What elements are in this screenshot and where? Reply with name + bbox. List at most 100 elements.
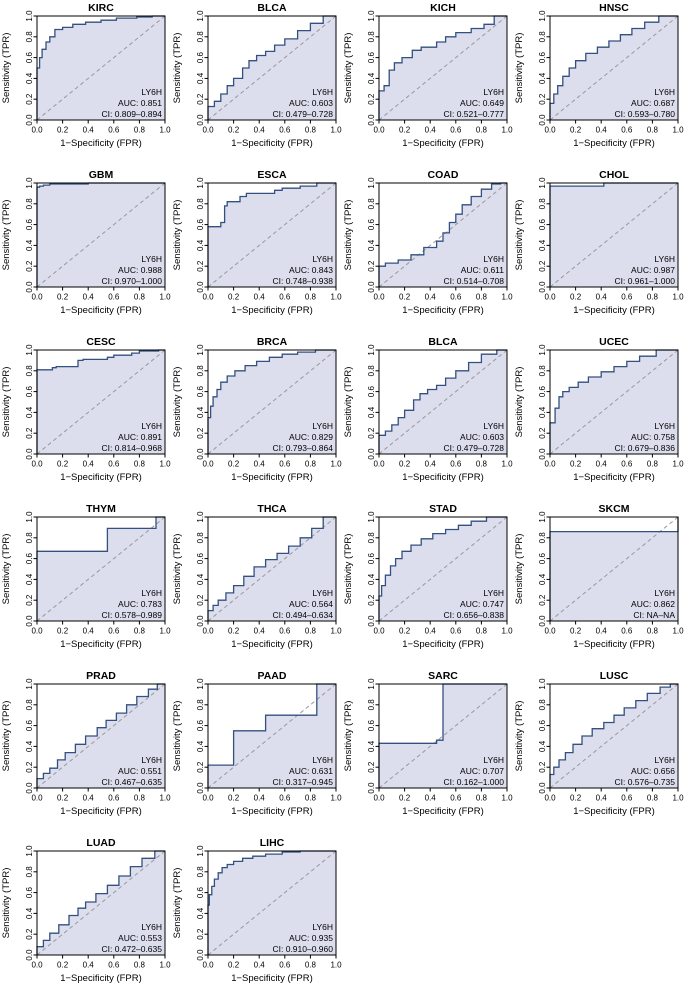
roc-panel-cell: 0.0 0.0 0.2 0.2 0.4 0.4 0.6 0.6 0.8 0.8 1.0 1.0 THCA… bbox=[171, 501, 342, 668]
y-tick-label: 0.6 bbox=[367, 385, 376, 397]
x-tick-label: 0.2 bbox=[228, 126, 240, 135]
x-tick-label: 0.8 bbox=[134, 961, 146, 970]
x-tick-label: 0.6 bbox=[621, 794, 633, 803]
x-tick-label: 1.0 bbox=[330, 627, 342, 636]
legend-ci: CI: 0.970–1.000 bbox=[102, 276, 163, 286]
y-tick-label: 0.2 bbox=[196, 761, 205, 773]
roc-panel-cell: 0.0 0.0 0.2 0.2 0.4 0.4 0.6 0.6 0.8 0.8 1.0 1.0 SKCM… bbox=[513, 501, 684, 668]
y-tick-label: 0.8 bbox=[25, 866, 34, 878]
y-tick-label: 0.4 bbox=[367, 406, 376, 418]
x-tick-label: 0.2 bbox=[57, 460, 69, 469]
roc-panel-brca: 0.00.0 0.2 0.2 0.4 0.4 0.6 0.6 0.8 0.8 1.0 1.0 BRCA… bbox=[172, 336, 342, 483]
x-tick-label: 0.0 bbox=[373, 126, 385, 135]
y-tick-label: 1.0 bbox=[25, 845, 34, 857]
plot-frame bbox=[549, 683, 679, 789]
y-tick-label: 0.8 bbox=[367, 31, 376, 43]
x-tick-label: 0.8 bbox=[305, 794, 317, 803]
y-tick-label: 0.8 bbox=[538, 198, 547, 210]
roc-panel-cell: 0.0 0.0 0.2 0.2 0.4 0.4 0.6 0.6 0.8 0.8 1.0 1.0 ESCA… bbox=[171, 167, 342, 334]
roc-panel-ucec: 0.00.0 0.2 0.2 0.4 0.4 0.6 0.6 0.8 0.8 1.0 1.0 UCEC… bbox=[514, 336, 684, 483]
y-axis-label: Sensitivity (TPR) bbox=[1, 701, 12, 772]
y-tick-label: 0.4 bbox=[367, 573, 376, 585]
y-tick-label: 0.2 bbox=[367, 93, 376, 105]
panel-title: GBM bbox=[89, 169, 114, 181]
x-tick-label: 1.0 bbox=[501, 293, 513, 302]
x-tick-label: 0.0 bbox=[544, 627, 556, 636]
y-tick-label: 0.4 bbox=[196, 239, 205, 251]
panel-title: COAD bbox=[428, 169, 459, 181]
y-tick-label: 1.0 bbox=[538, 10, 547, 22]
x-tick-label: 0.2 bbox=[399, 627, 411, 636]
legend-gene: LY6H bbox=[312, 922, 333, 932]
y-tick-label: 0.8 bbox=[25, 699, 34, 711]
y-tick-label: 0.2 bbox=[25, 427, 34, 439]
y-tick-label: 0.2 bbox=[25, 761, 34, 773]
roc-panel-cell: 0.0 0.0 0.2 0.2 0.4 0.4 0.6 0.6 0.8 0.8 1.0 1.0 PAAD… bbox=[171, 668, 342, 835]
roc-fill bbox=[37, 851, 165, 955]
x-tick-label: 1.0 bbox=[672, 627, 684, 636]
roc-panel-blca: 0.00.0 0.2 0.2 0.4 0.4 0.6 0.6 0.8 0.8 1.0 1.0 BLCA… bbox=[172, 2, 342, 149]
y-tick-label: 0.2 bbox=[538, 761, 547, 773]
y-tick-label: 0.0 bbox=[367, 114, 376, 126]
x-tick-label: 0.8 bbox=[476, 627, 488, 636]
panel-title: LIHC bbox=[260, 837, 285, 849]
plot-frame bbox=[378, 349, 508, 455]
y-tick-label: 0.0 bbox=[538, 281, 547, 293]
y-tick-label: 0.8 bbox=[367, 198, 376, 210]
y-tick-label: 1.0 bbox=[25, 10, 34, 22]
y-tick-label: 0.6 bbox=[196, 218, 205, 230]
x-axis-label: 1−Specificity (FPR) bbox=[231, 472, 313, 483]
y-axis-label: Sensitivity (TPR) bbox=[172, 534, 183, 605]
x-tick-label: 0.4 bbox=[596, 794, 608, 803]
y-tick-label: 0.0 bbox=[367, 782, 376, 794]
roc-fill bbox=[37, 350, 165, 454]
panel-title: ESCA bbox=[257, 169, 287, 181]
y-tick-label: 1.0 bbox=[367, 678, 376, 690]
y-tick-label: 0.6 bbox=[25, 218, 34, 230]
x-tick-label: 0.4 bbox=[425, 627, 437, 636]
roc-panel-chol: 0.00.0 0.2 0.2 0.4 0.4 0.6 0.6 0.8 0.8 1.0 1.0 CHOL… bbox=[514, 169, 684, 316]
y-tick-label: 0.4 bbox=[196, 573, 205, 585]
x-tick-label: 0.8 bbox=[134, 794, 146, 803]
y-tick-label: 0.4 bbox=[25, 907, 34, 919]
y-axis-label: Sensitivity (TPR) bbox=[1, 534, 12, 605]
x-tick-label: 0.6 bbox=[279, 627, 291, 636]
x-axis-label: 1−Specificity (FPR) bbox=[231, 806, 313, 817]
y-tick-label: 0.6 bbox=[25, 886, 34, 898]
panel-title: KICH bbox=[430, 2, 456, 14]
roc-panel-cell: 0.0 0.0 0.2 0.2 0.4 0.4 0.6 0.6 0.8 0.8 1.0 1.0 CESC… bbox=[0, 334, 171, 501]
y-tick-label: 0.8 bbox=[538, 699, 547, 711]
roc-panel-thca: 0.00.0 0.2 0.2 0.4 0.4 0.6 0.6 0.8 0.8 1.0 1.0 THCA… bbox=[172, 503, 342, 650]
x-tick-label: 0.6 bbox=[108, 460, 120, 469]
y-tick-label: 0.0 bbox=[538, 114, 547, 126]
x-tick-label: 1.0 bbox=[159, 627, 171, 636]
x-tick-label: 1.0 bbox=[501, 460, 513, 469]
panel-title: CHOL bbox=[599, 169, 629, 181]
roc-fill bbox=[208, 517, 336, 621]
roc-panel-cell: 0.0 0.0 0.2 0.2 0.4 0.4 0.6 0.6 0.8 0.8 1.0 1.0 CHOL… bbox=[513, 167, 684, 334]
roc-curve bbox=[36, 683, 165, 788]
x-tick-label: 0.6 bbox=[279, 126, 291, 135]
x-tick-label: 0.0 bbox=[202, 460, 214, 469]
x-axis-label: 1−Specificity (FPR) bbox=[573, 472, 655, 483]
x-tick-label: 0.6 bbox=[621, 126, 633, 135]
legend-ci: CI: 0.514–0.708 bbox=[444, 276, 505, 286]
x-tick-label: 0.0 bbox=[202, 126, 214, 135]
y-tick-label: 1.0 bbox=[25, 344, 34, 356]
y-tick-label: 0.8 bbox=[196, 198, 205, 210]
x-tick-label: 1.0 bbox=[330, 961, 342, 970]
roc-fill bbox=[379, 16, 507, 120]
legend-ci: CI: 0.479–0.728 bbox=[444, 443, 505, 453]
x-tick-label: 0.6 bbox=[450, 627, 462, 636]
y-tick-label: 1.0 bbox=[538, 177, 547, 189]
y-tick-label: 0.2 bbox=[25, 594, 34, 606]
y-tick-label: 0.8 bbox=[196, 532, 205, 544]
y-tick-label: 0.6 bbox=[196, 719, 205, 731]
plot-frame bbox=[549, 349, 679, 455]
y-tick-label: 0.2 bbox=[196, 594, 205, 606]
x-axis-label: 1−Specificity (FPR) bbox=[60, 305, 142, 316]
y-tick-label: 0.8 bbox=[196, 866, 205, 878]
roc-curve bbox=[36, 850, 165, 955]
panel-title: SARC bbox=[428, 670, 458, 682]
y-tick-label: 0.8 bbox=[25, 365, 34, 377]
